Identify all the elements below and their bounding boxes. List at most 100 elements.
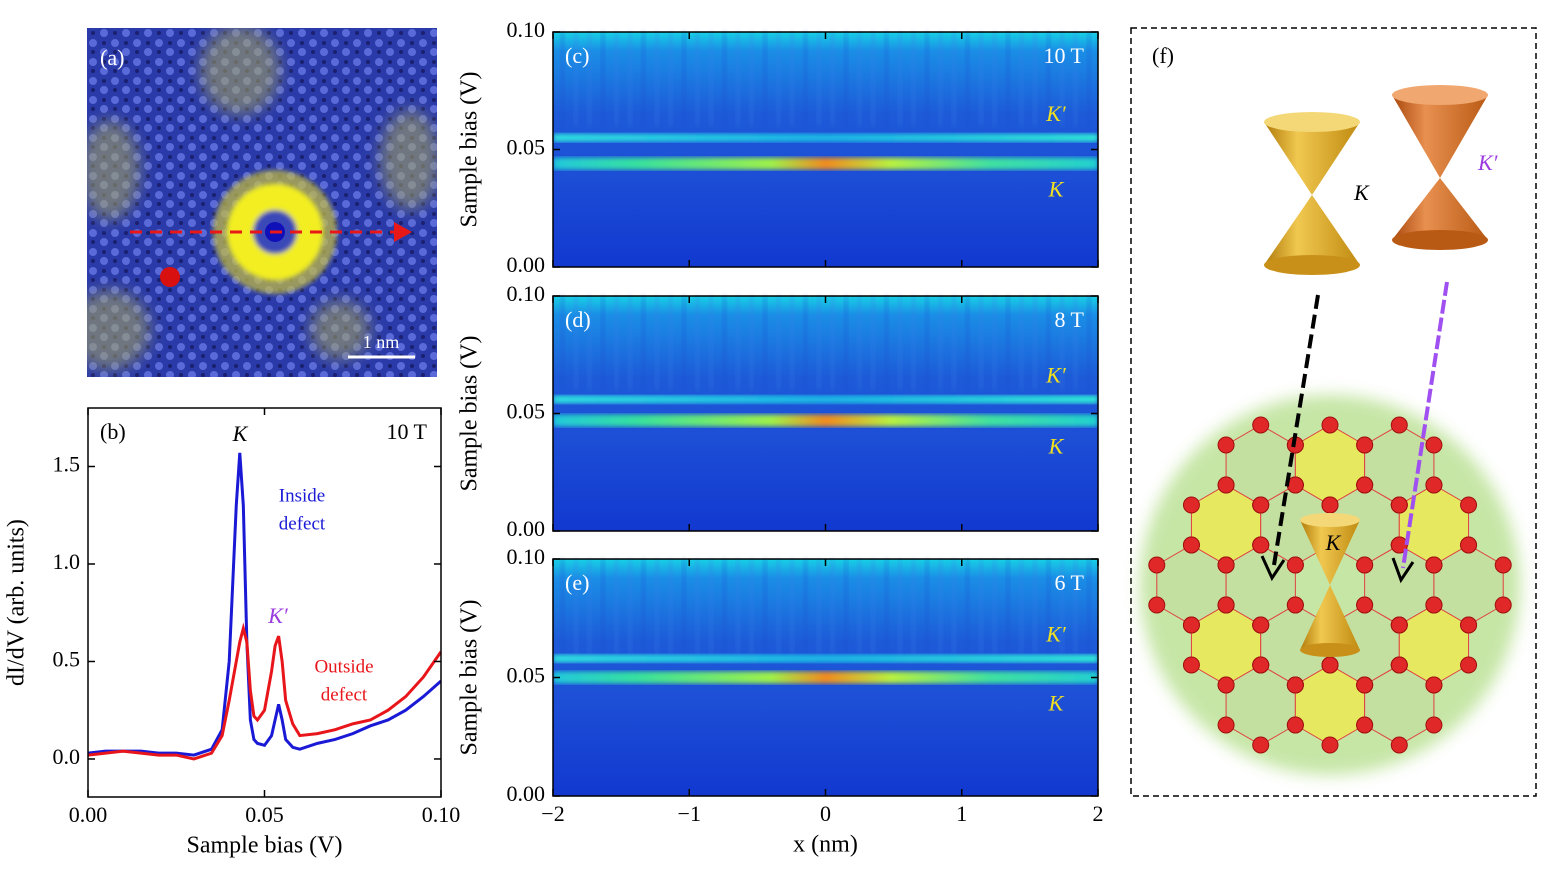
y-tick-label: 0.05 [507, 135, 546, 160]
atom [1390, 616, 1408, 634]
streak [897, 296, 903, 390]
plot-frame [87, 407, 442, 798]
heatmap-background [553, 32, 1098, 267]
atom [1286, 716, 1304, 734]
stm-image [87, 28, 437, 377]
atom [1390, 736, 1408, 754]
y-axis-label: dI/dV (arb. units) [4, 519, 30, 686]
streak [776, 296, 781, 390]
streak [803, 559, 808, 654]
streak [614, 296, 619, 390]
streak [627, 296, 633, 390]
streak [722, 559, 727, 654]
streak [573, 296, 579, 390]
streak [560, 296, 565, 390]
atom [1356, 436, 1374, 454]
streak [965, 559, 970, 654]
x-tick-label: 0 [820, 801, 831, 826]
atom [1252, 496, 1270, 514]
streak [735, 296, 741, 390]
y-tick-label: 0.00 [507, 516, 546, 541]
y-axis-label: Sample bias (V) [457, 72, 483, 228]
streak [1019, 559, 1024, 654]
atom [1425, 716, 1443, 734]
energy-band [553, 157, 1098, 170]
streak [843, 559, 849, 654]
panel-label: (a) [100, 45, 124, 70]
x-axis-label: x (nm) [793, 832, 858, 858]
atom [1252, 616, 1270, 634]
cone-label: K [1353, 180, 1370, 205]
atom [1321, 736, 1339, 754]
streak [1059, 296, 1065, 390]
streak [951, 559, 957, 654]
streak [560, 32, 565, 126]
streak [668, 559, 673, 654]
panel: K K′ (d) 8 T 0.00 0.05 0.10 Sample bias (V) [457, 281, 1099, 541]
streak [992, 32, 997, 126]
streak [884, 559, 889, 654]
streak [1073, 296, 1078, 390]
annotation: K′ [267, 603, 289, 628]
atom [1356, 556, 1374, 574]
atom [1217, 716, 1235, 734]
streak [627, 32, 633, 126]
streak [654, 559, 660, 654]
streak [600, 559, 606, 654]
band-label: K [1048, 177, 1065, 202]
streak [762, 32, 768, 126]
streak [816, 296, 822, 390]
atom [1460, 496, 1478, 514]
band-label: K′ [1045, 101, 1067, 126]
band-label: K′ [1045, 362, 1067, 387]
y-tick-label: 1.5 [53, 452, 81, 477]
annotation: K [232, 421, 249, 446]
streak [749, 296, 754, 390]
atom [1321, 656, 1339, 674]
streak [897, 32, 903, 126]
streak [587, 32, 592, 126]
x-tick-label: 1 [956, 801, 967, 826]
streak [708, 32, 714, 126]
streak [1019, 296, 1024, 390]
streak [803, 32, 808, 126]
streak [816, 32, 822, 126]
y-tick-label: 0.10 [507, 544, 546, 569]
streak [695, 32, 700, 126]
atom [1425, 476, 1443, 494]
diagram-frame [1130, 27, 1537, 797]
streak [830, 32, 835, 126]
streak [924, 296, 930, 390]
streak [1059, 32, 1065, 126]
streak [573, 559, 579, 654]
atom [1252, 736, 1270, 754]
streak [897, 559, 903, 654]
panel-label: (c) [565, 43, 589, 68]
arrow [1260, 294, 1320, 582]
y-tick-label: 0.00 [507, 781, 546, 806]
streak [722, 32, 727, 126]
streak [951, 32, 957, 126]
streak [978, 32, 984, 126]
streak [857, 559, 862, 654]
panel: K K′ (c) 10 T 0.00 0.05 0.10 Sample bias (V) [457, 17, 1099, 277]
band-label: K′ [1045, 622, 1067, 647]
streak [573, 32, 579, 126]
streak [830, 296, 835, 390]
atom [1286, 596, 1304, 614]
field-label: 10 T [386, 419, 427, 444]
y-tick-label: 0.00 [507, 252, 546, 277]
annotation: defect [279, 513, 326, 534]
cone-k-prime [1392, 85, 1488, 250]
atom [1182, 496, 1200, 514]
scale-bar-label: 1 nm [363, 332, 400, 352]
streak [749, 32, 754, 126]
atom [1217, 476, 1235, 494]
streak [641, 296, 646, 390]
streak [641, 32, 646, 126]
streak [762, 296, 768, 390]
streak [1046, 32, 1051, 126]
cone-k [1264, 112, 1360, 275]
streak [992, 296, 997, 390]
streak [560, 559, 565, 654]
